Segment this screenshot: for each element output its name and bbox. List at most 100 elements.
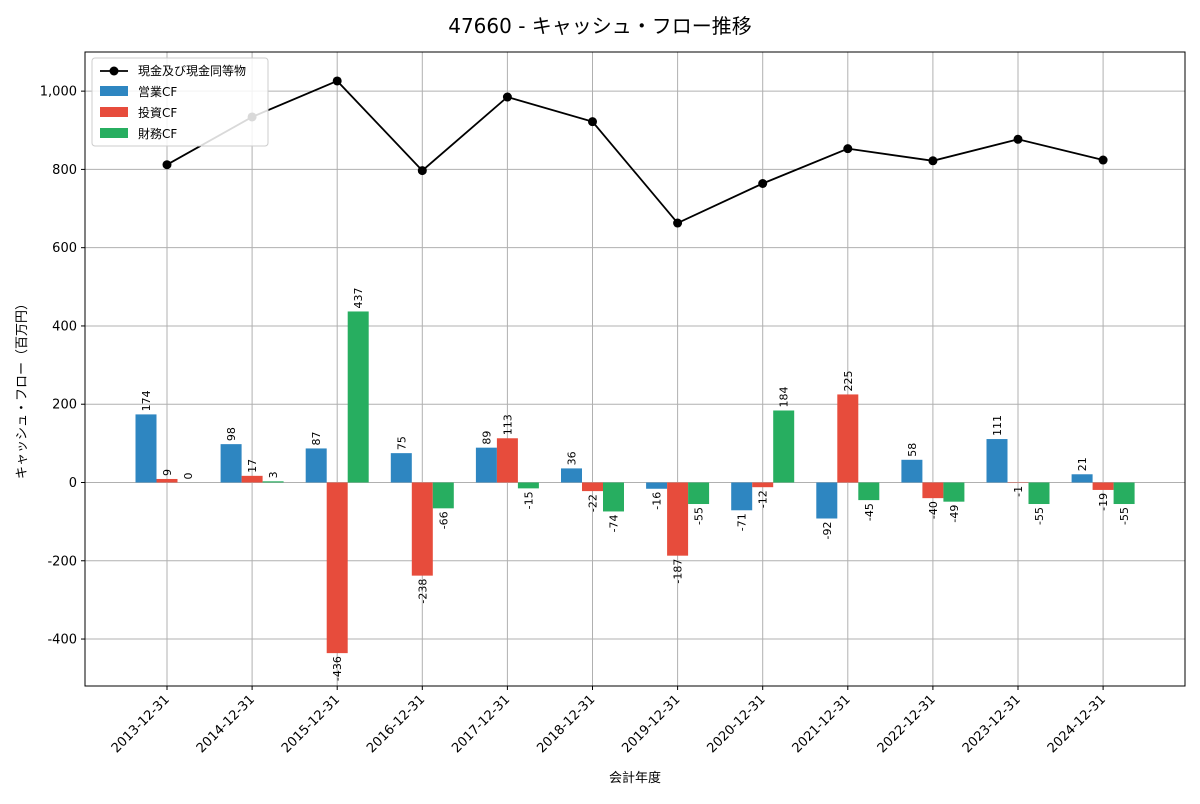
bar-financing xyxy=(603,482,624,511)
bar-investing xyxy=(922,482,943,498)
bar-value-label: -40 xyxy=(927,501,940,519)
y-tick-label: 200 xyxy=(52,398,77,413)
bar-value-label: -187 xyxy=(672,559,685,584)
chart-title: 47660 - キャッシュ・フロー推移 xyxy=(448,14,752,38)
bar-operating xyxy=(1072,474,1093,482)
bar-value-label: 58 xyxy=(906,443,919,457)
bar-value-label: 36 xyxy=(566,451,579,465)
bar-operating xyxy=(136,414,157,482)
plot-frame xyxy=(85,52,1185,686)
x-tick-label: 2020-12-31 xyxy=(704,692,768,756)
bar-investing xyxy=(412,482,433,575)
x-tick-label: 2017-12-31 xyxy=(449,692,513,756)
bar-financing xyxy=(1114,482,1135,504)
bar-value-label: 174 xyxy=(140,390,153,411)
cash-line xyxy=(163,76,1108,227)
bar-value-label: -238 xyxy=(416,579,429,604)
cash-line-point xyxy=(333,76,342,85)
bar-value-label: -15 xyxy=(522,491,535,509)
bar-value-label: -55 xyxy=(1118,507,1131,525)
bar-investing xyxy=(582,482,603,491)
cash-line-point xyxy=(928,156,937,165)
bar-financing xyxy=(1029,482,1050,504)
bar-value-label: 17 xyxy=(246,459,259,473)
cash-line-point xyxy=(418,166,427,175)
y-tick-label: 400 xyxy=(52,319,77,334)
x-axis-label: 会計年度 xyxy=(609,770,661,786)
y-tick-label: 800 xyxy=(52,163,77,178)
bar-value-label: -45 xyxy=(863,503,876,521)
cash-line-point xyxy=(503,93,512,102)
x-tick-label: 2019-12-31 xyxy=(619,692,683,756)
legend-swatch-0 xyxy=(100,86,128,96)
legend-label-2: 財務CF xyxy=(138,126,177,141)
x-tick-label: 2023-12-31 xyxy=(960,692,1024,756)
bar-investing xyxy=(837,394,858,482)
y-tick-label: 1,000 xyxy=(40,85,77,100)
bar-operating xyxy=(987,439,1008,482)
bar-operating xyxy=(306,448,327,482)
bar-operating xyxy=(901,460,922,483)
y-tick-label: -200 xyxy=(47,554,77,569)
bar-value-label: 184 xyxy=(778,386,791,407)
bar-value-label: 75 xyxy=(395,436,408,450)
grid xyxy=(85,52,1185,686)
bar-value-label: -436 xyxy=(331,656,344,681)
bar-value-label: 111 xyxy=(991,415,1004,436)
x-tick-label: 2016-12-31 xyxy=(364,692,428,756)
legend-swatch-2 xyxy=(100,128,128,138)
bar-investing xyxy=(1093,482,1114,489)
bar-financing xyxy=(688,482,709,504)
bar-operating xyxy=(646,482,667,488)
bar-financing xyxy=(433,482,454,508)
y-tick-label: 600 xyxy=(52,241,77,256)
legend-line-marker xyxy=(110,67,119,76)
bar-value-label: 437 xyxy=(352,287,365,308)
cash-line-point xyxy=(588,117,597,126)
bar-value-label: -49 xyxy=(948,505,961,523)
bar-financing xyxy=(943,482,964,501)
bar-operating xyxy=(561,468,582,482)
y-axis-label: キャッシュ・フロー（百万円） xyxy=(15,297,30,479)
cash-line-point xyxy=(843,144,852,153)
bar-value-label: -55 xyxy=(1033,507,1046,525)
bar-value-label: -19 xyxy=(1097,493,1110,511)
y-tick-label: 0 xyxy=(69,476,77,491)
cash-line-point xyxy=(758,179,767,188)
bar-value-label: 87 xyxy=(310,431,323,445)
x-tick-label: 2015-12-31 xyxy=(279,692,343,756)
bar-financing xyxy=(858,482,879,500)
legend-swatch-1 xyxy=(100,107,128,117)
bar-value-label: 9 xyxy=(161,469,174,476)
bar-value-label: 3 xyxy=(267,471,280,478)
legend-label-cash: 現金及び現金同等物 xyxy=(138,63,246,78)
cash-line-path xyxy=(167,81,1103,223)
bar-financing xyxy=(263,481,284,482)
x-tick-label: 2022-12-31 xyxy=(875,692,939,756)
bar-value-label: -16 xyxy=(651,492,664,510)
bar-operating xyxy=(731,482,752,510)
bar-value-label: 98 xyxy=(225,427,238,441)
bar-value-label: -71 xyxy=(736,513,749,531)
bar-labels: 174 98 87 75 89 36 -16 -71 -92 58 111 21 9 17 -436 -238… xyxy=(140,287,1131,681)
x-tick-label: 2021-12-31 xyxy=(790,692,854,756)
x-tick-label: 2024-12-31 xyxy=(1045,692,1109,756)
bar-investing xyxy=(242,476,263,483)
bar-value-label: -92 xyxy=(821,521,834,539)
bar-investing xyxy=(752,482,773,487)
bar-value-label: -22 xyxy=(587,494,600,512)
bar-value-label: -12 xyxy=(757,490,770,508)
y-tick-label: -400 xyxy=(47,633,77,648)
bar-value-label: -74 xyxy=(608,514,621,532)
bar-operating xyxy=(816,482,837,518)
x-tick-label: 2013-12-31 xyxy=(109,692,173,756)
bar-financing xyxy=(773,410,794,482)
bar-value-label: 21 xyxy=(1076,457,1089,471)
cash-line-point xyxy=(1099,156,1108,165)
bar-value-label: 89 xyxy=(480,431,493,445)
bar-operating xyxy=(221,444,242,482)
bar-operating xyxy=(476,448,497,483)
bar-investing xyxy=(157,479,178,483)
